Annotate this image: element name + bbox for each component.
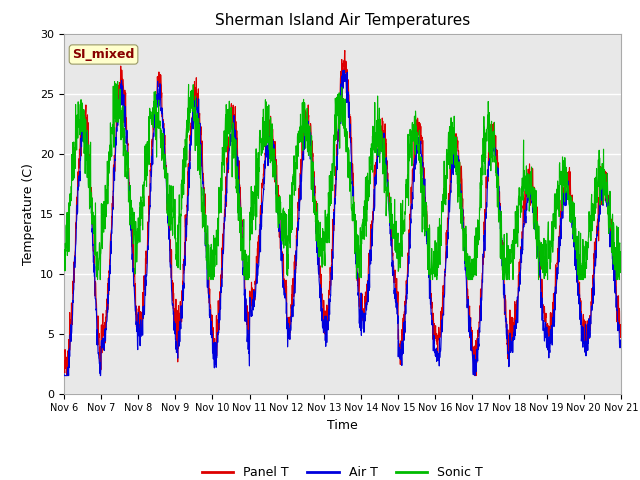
Y-axis label: Temperature (C): Temperature (C) <box>22 163 35 264</box>
Title: Sherman Island Air Temperatures: Sherman Island Air Temperatures <box>215 13 470 28</box>
X-axis label: Time: Time <box>327 419 358 432</box>
Legend: Panel T, Air T, Sonic T: Panel T, Air T, Sonic T <box>196 461 488 480</box>
Text: SI_mixed: SI_mixed <box>72 48 135 61</box>
